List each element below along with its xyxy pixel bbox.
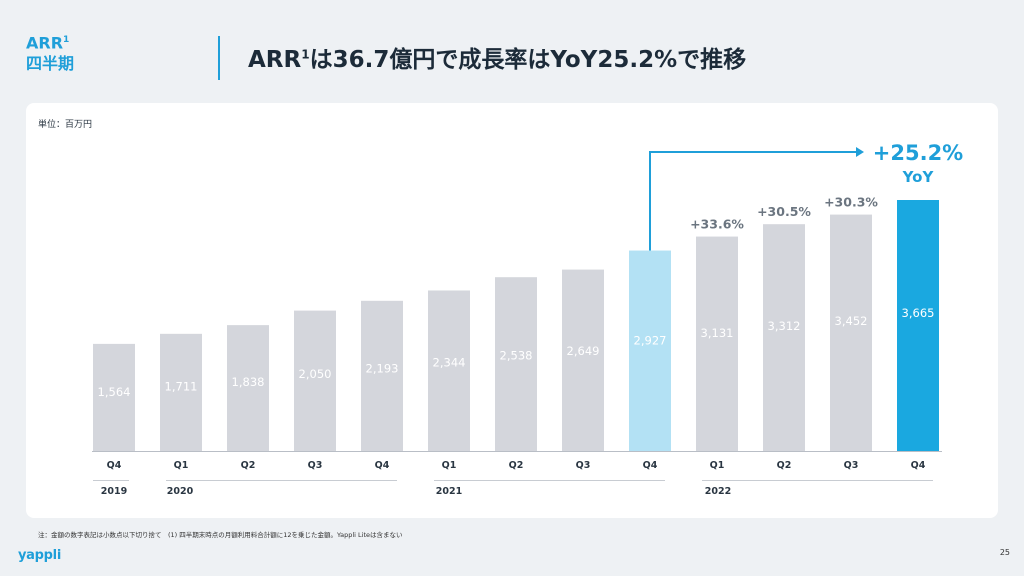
- section-label-sub: 四半期: [26, 54, 75, 74]
- quarter-label-9: Q1: [710, 460, 725, 471]
- quarter-label-1: Q1: [174, 460, 189, 471]
- bar-value-label-2: 1,838: [232, 375, 265, 389]
- year-label-2019: 2019: [101, 486, 127, 497]
- growth-label-9: +33.6%: [690, 217, 744, 232]
- yoy-arrow-line: [649, 151, 858, 251]
- bar-1: [160, 333, 202, 451]
- bar-value-label-3: 2,050: [299, 367, 332, 381]
- growth-label-11: +30.3%: [824, 195, 878, 210]
- quarter-label-11: Q3: [844, 460, 859, 471]
- bar-value-label-4: 2,193: [366, 361, 399, 375]
- year-label-2021: 2021: [436, 486, 462, 497]
- bar-2: [227, 325, 269, 451]
- bar-value-label-1: 1,711: [165, 380, 198, 394]
- footnote: 注：金額の数字表記は小数点以下切り捨て (1) 四半期末時点の月額利用料合計額に…: [38, 531, 403, 539]
- quarter-label-6: Q2: [509, 460, 524, 471]
- bar-6: [495, 277, 537, 451]
- quarter-label-0: Q4: [107, 460, 122, 471]
- page-title-footnote-mark: 1: [301, 47, 310, 62]
- yappli-logo: yappli: [18, 548, 61, 563]
- bar-8: [629, 250, 671, 451]
- yoy-label: YoY: [902, 168, 935, 186]
- year-label-2022: 2022: [705, 486, 731, 497]
- bar-10: [763, 224, 805, 451]
- page-title-part-a: ARR: [248, 47, 302, 73]
- bar-value-label-0: 1,564: [98, 385, 131, 399]
- yoy-arrow-head: [856, 147, 864, 157]
- quarter-label-7: Q3: [576, 460, 591, 471]
- bar-0: [93, 343, 135, 451]
- page-number: 25: [999, 548, 1010, 557]
- section-label-main: ARR: [26, 33, 64, 53]
- header-divider: [218, 36, 220, 80]
- page-title: ARR1は36.7億円で成長率はYoY25.2%で推移: [248, 40, 746, 74]
- bar-value-label-11: 3,452: [835, 314, 868, 328]
- bar-value-label-12: 3,665: [902, 306, 935, 320]
- unit-label: 単位：百万円: [38, 120, 93, 130]
- year-label-2020: 2020: [167, 486, 194, 497]
- bar-3: [294, 310, 336, 451]
- quarter-label-2: Q2: [241, 460, 256, 471]
- quarter-label-3: Q3: [308, 460, 323, 471]
- quarter-label-4: Q4: [375, 460, 390, 471]
- bar-5: [428, 290, 470, 451]
- bar-value-label-7: 2,649: [567, 344, 600, 358]
- bar-7: [562, 269, 604, 451]
- quarter-label-10: Q2: [777, 460, 792, 471]
- yoy-value: +25.2%: [873, 141, 963, 165]
- section-label-footnote-mark: 1: [63, 35, 70, 45]
- bar-value-label-9: 3,131: [701, 326, 734, 340]
- bar-9: [696, 236, 738, 451]
- bar-11: [830, 214, 872, 451]
- bar-4: [361, 300, 403, 451]
- page-title-part-b: は36.7億円で成長率はYoY25.2%で推移: [309, 47, 747, 73]
- quarter-label-8: Q4: [643, 460, 658, 471]
- quarter-label-12: Q4: [911, 460, 926, 471]
- growth-label-10: +30.5%: [757, 204, 811, 219]
- bar-value-label-5: 2,344: [433, 356, 466, 370]
- bar-value-label-8: 2,927: [634, 334, 667, 348]
- section-label: ARR1 四半期: [26, 30, 74, 74]
- quarter-label-5: Q1: [442, 460, 457, 471]
- bar-12: [897, 200, 939, 451]
- bar-value-label-10: 3,312: [768, 319, 801, 333]
- bar-value-label-6: 2,538: [500, 348, 533, 362]
